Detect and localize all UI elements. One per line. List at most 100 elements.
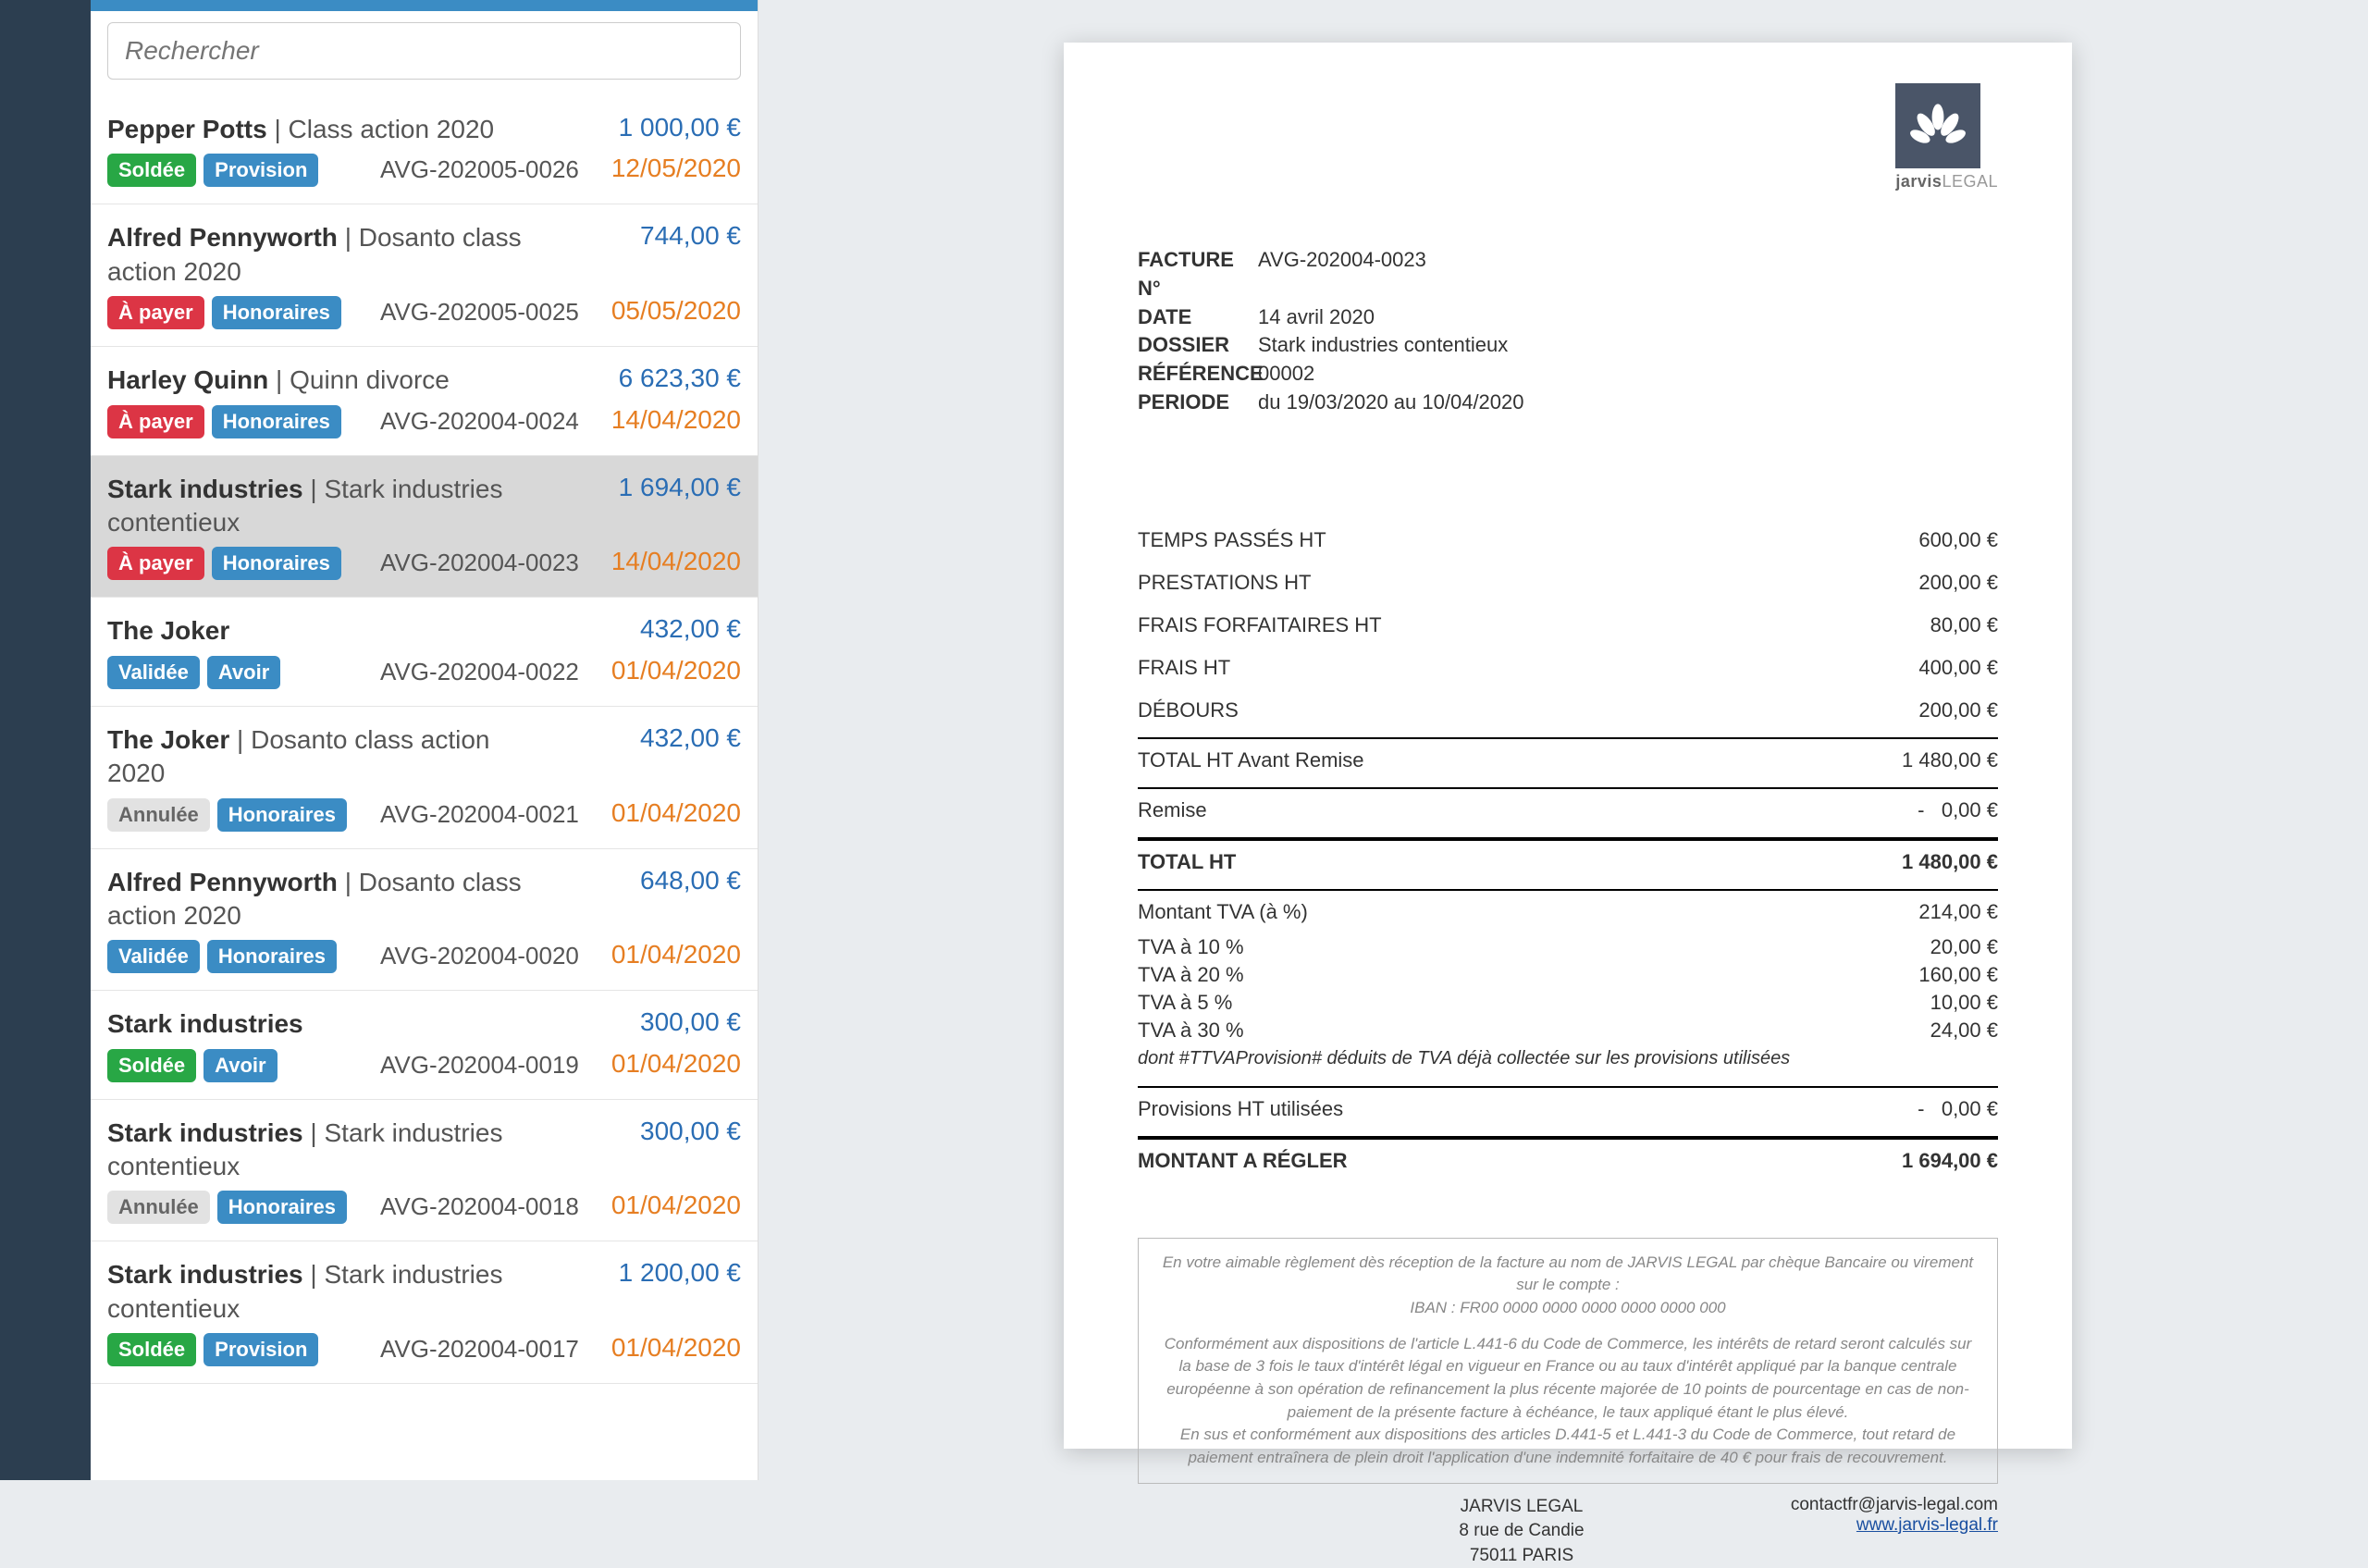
line-value: 24,00 € bbox=[1930, 1019, 1998, 1043]
invoice-amount: 1 000,00 € bbox=[619, 113, 741, 142]
badge-honoraires: Honoraires bbox=[207, 940, 337, 973]
invoice-ref: AVG-202004-0023 bbox=[380, 547, 611, 579]
logo-text: jarvisLEGAL bbox=[1895, 172, 1998, 191]
badge-honoraires: Honoraires bbox=[217, 1191, 347, 1224]
invoice-title: Harley Quinn | Quinn divorce bbox=[107, 364, 450, 397]
header-label: FACTURE N° bbox=[1138, 246, 1258, 303]
invoice-row[interactable]: Alfred Pennyworth | Dosanto class action… bbox=[91, 849, 758, 992]
line-value: 214,00 € bbox=[1918, 900, 1998, 924]
invoice-date: 01/04/2020 bbox=[611, 656, 741, 685]
invoice-title: Stark industries | Stark industries cont… bbox=[107, 1117, 551, 1184]
invoice-amount: 744,00 € bbox=[640, 221, 741, 251]
line-value: 200,00 € bbox=[1918, 698, 1998, 722]
line-label: Remise bbox=[1138, 798, 1207, 822]
line-value: 600,00 € bbox=[1918, 528, 1998, 552]
badge-avoir: Avoir bbox=[207, 656, 280, 689]
document-footer: JARVIS LEGAL 8 rue de Candie 75011 PARIS… bbox=[1138, 1495, 1998, 1568]
invoice-ref: AVG-202004-0021 bbox=[380, 798, 611, 831]
invoice-ref: AVG-202004-0017 bbox=[380, 1333, 611, 1365]
footer-website-link[interactable]: www.jarvis-legal.fr bbox=[1856, 1515, 1998, 1535]
line-value: 200,00 € bbox=[1918, 571, 1998, 595]
tva-note: dont #TTVAProvision# déduits de TVA déjà… bbox=[1138, 1044, 1998, 1080]
invoice-ref: AVG-202005-0026 bbox=[380, 154, 611, 186]
invoice-date: 01/04/2020 bbox=[611, 1049, 741, 1079]
invoice-ref: AVG-202004-0018 bbox=[380, 1191, 611, 1223]
badge-avoir: Avoir bbox=[204, 1049, 277, 1082]
invoice-date: 05/05/2020 bbox=[611, 296, 741, 326]
accent-bar bbox=[91, 0, 758, 11]
line-value: 20,00 € bbox=[1930, 935, 1998, 959]
line-value: 1 694,00 € bbox=[1902, 1149, 1998, 1173]
line-label: TVA à 5 % bbox=[1138, 991, 1232, 1015]
line-label: PRESTATIONS HT bbox=[1138, 571, 1311, 595]
badge-validee: Validée bbox=[107, 940, 200, 973]
invoice-document: jarvisLEGAL FACTURE N°AVG-202004-0023 DA… bbox=[1064, 43, 2072, 1449]
badge-provision: Provision bbox=[204, 154, 318, 187]
footer-contact: contactfr@jarvis-legal.com www.jarvis-le… bbox=[1720, 1495, 1998, 1568]
invoice-amount: 300,00 € bbox=[640, 1007, 741, 1037]
invoice-date: 14/04/2020 bbox=[611, 547, 741, 576]
invoice-row[interactable]: Alfred Pennyworth | Dosanto class action… bbox=[91, 204, 758, 347]
header-label: DOSSIER bbox=[1138, 331, 1258, 360]
search-container bbox=[91, 11, 758, 96]
invoice-header: FACTURE N°AVG-202004-0023 DATE14 avril 2… bbox=[1138, 246, 1998, 417]
invoice-row[interactable]: Pepper Potts | Class action 2020 1 000,00… bbox=[91, 96, 758, 204]
legal-line: En sus et conformément aux dispositions … bbox=[1161, 1424, 1975, 1469]
invoice-title: Alfred Pennyworth | Dosanto class action… bbox=[107, 221, 551, 289]
document-area: jarvisLEGAL FACTURE N°AVG-202004-0023 DA… bbox=[758, 0, 2368, 1480]
badge-soldee: Soldée bbox=[107, 1333, 196, 1366]
legal-line: En votre aimable règlement dès réception… bbox=[1161, 1252, 1975, 1297]
badge-group: À payerHonoraires bbox=[107, 547, 380, 580]
line-label: MONTANT A RÉGLER bbox=[1138, 1149, 1348, 1173]
invoice-title: Stark industries | Stark industries cont… bbox=[107, 1258, 551, 1326]
line-label: TVA à 30 % bbox=[1138, 1019, 1244, 1043]
invoice-ref: AVG-202004-0024 bbox=[380, 405, 611, 438]
badge-honoraires: Honoraires bbox=[212, 405, 341, 438]
badge-soldee: Soldée bbox=[107, 154, 196, 187]
line-label: FRAIS HT bbox=[1138, 656, 1230, 680]
invoice-title: Pepper Potts | Class action 2020 bbox=[107, 113, 494, 146]
invoice-row[interactable]: Stark industries | Stark industries cont… bbox=[91, 456, 758, 599]
badge-annulee: Annulée bbox=[107, 798, 210, 832]
badge-group: ValidéeHonoraires bbox=[107, 940, 380, 973]
invoice-title: The Joker bbox=[107, 614, 229, 648]
legal-iban: IBAN : FR00 0000 0000 0000 0000 0000 000 bbox=[1161, 1297, 1975, 1320]
invoice-amount: 1 694,00 € bbox=[619, 473, 741, 502]
invoice-amount: 6 623,30 € bbox=[619, 364, 741, 393]
badge-group: AnnuléeHonoraires bbox=[107, 798, 380, 832]
badge-group: ValidéeAvoir bbox=[107, 656, 380, 689]
header-value: 14 avril 2020 bbox=[1258, 303, 1375, 332]
invoice-date: 01/04/2020 bbox=[611, 798, 741, 828]
invoice-row[interactable]: Stark industries | Stark industries cont… bbox=[91, 1100, 758, 1242]
search-input[interactable] bbox=[107, 22, 741, 80]
invoice-date: 14/04/2020 bbox=[611, 405, 741, 435]
invoice-ref: AVG-202004-0022 bbox=[380, 656, 611, 688]
badge-apayer: À payer bbox=[107, 405, 204, 438]
badge-group: SoldéeAvoir bbox=[107, 1049, 380, 1082]
line-label: TOTAL HT bbox=[1138, 850, 1236, 874]
invoice-row[interactable]: The Joker | Dosanto class action 2020432… bbox=[91, 707, 758, 849]
invoice-ref: AVG-202004-0020 bbox=[380, 940, 611, 972]
invoice-title: Stark industries | Stark industries cont… bbox=[107, 473, 551, 540]
header-label: RÉFÉRENCE bbox=[1138, 360, 1258, 389]
invoice-row[interactable]: Harley Quinn | Quinn divorce 6 623,30 € À … bbox=[91, 347, 758, 455]
line-label: DÉBOURS bbox=[1138, 698, 1239, 722]
badge-validee: Validée bbox=[107, 656, 200, 689]
line-value: 0,00 € bbox=[1918, 798, 1998, 822]
badge-annulee: Annulée bbox=[107, 1191, 210, 1224]
legal-notice: En votre aimable règlement dès réception… bbox=[1138, 1238, 1998, 1484]
invoice-row[interactable]: Stark industries300,00 €SoldéeAvoirAVG-2… bbox=[91, 991, 758, 1099]
invoice-amount: 1 200,00 € bbox=[619, 1258, 741, 1288]
invoice-date: 01/04/2020 bbox=[611, 1333, 741, 1363]
line-value: 1 480,00 € bbox=[1902, 850, 1998, 874]
logo: jarvisLEGAL bbox=[1895, 83, 1998, 191]
line-label: TOTAL HT Avant Remise bbox=[1138, 748, 1364, 772]
badge-group: À payerHonoraires bbox=[107, 296, 380, 329]
badge-group: À payerHonoraires bbox=[107, 405, 380, 438]
invoice-list-panel: Pepper Potts | Class action 2020 1 000,00… bbox=[91, 0, 758, 1480]
invoice-row[interactable]: Stark industries | Stark industries cont… bbox=[91, 1241, 758, 1384]
badge-provision: Provision bbox=[204, 1333, 318, 1366]
invoice-row[interactable]: The Joker432,00 €ValidéeAvoirAVG-202004-… bbox=[91, 598, 758, 706]
invoice-lines: TEMPS PASSÉS HT600,00 € PRESTATIONS HT20… bbox=[1138, 519, 1998, 1182]
line-label: Provisions HT utilisées bbox=[1138, 1097, 1343, 1121]
